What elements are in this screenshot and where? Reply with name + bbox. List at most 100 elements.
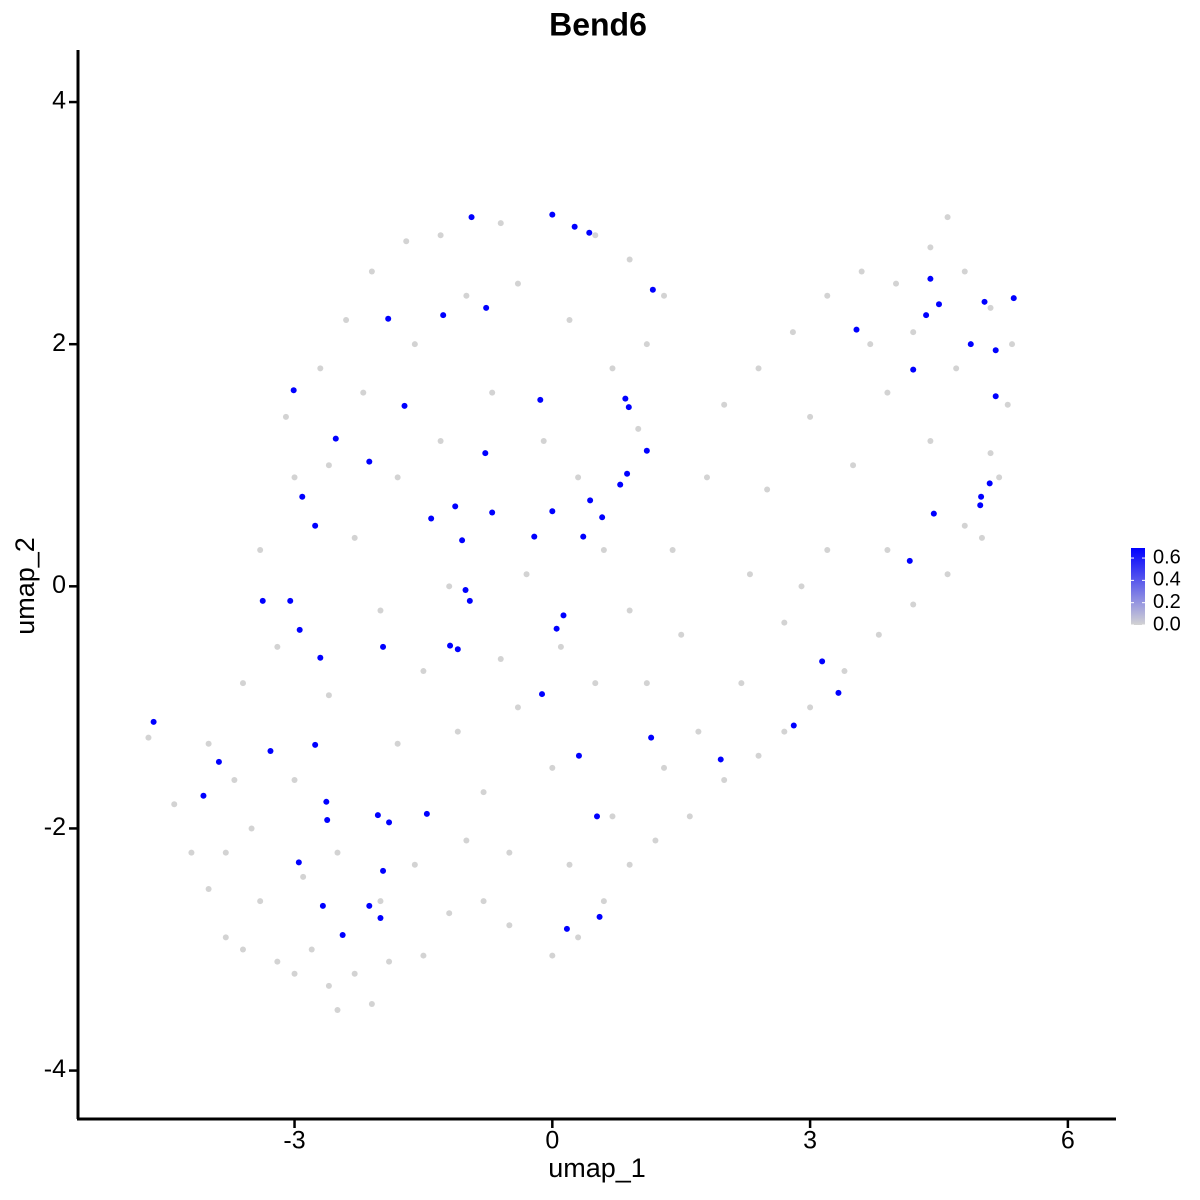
point <box>549 952 556 959</box>
point <box>506 849 513 856</box>
point <box>171 801 178 808</box>
point <box>935 301 942 308</box>
point <box>978 493 985 500</box>
point <box>643 341 650 348</box>
point <box>563 925 570 932</box>
point <box>961 268 968 275</box>
point <box>437 232 444 239</box>
point <box>259 597 266 604</box>
point <box>927 438 934 445</box>
point <box>463 292 470 299</box>
y-axis-title: umap_2 <box>10 537 40 635</box>
point <box>317 654 324 661</box>
point <box>695 728 702 735</box>
point <box>446 910 453 917</box>
point <box>483 304 490 311</box>
point <box>145 734 152 741</box>
point <box>539 691 546 698</box>
point <box>626 607 633 614</box>
point <box>462 586 469 593</box>
point <box>609 365 616 372</box>
point <box>624 470 631 477</box>
point <box>910 329 917 336</box>
point <box>789 329 796 336</box>
point <box>755 365 762 372</box>
point <box>459 537 466 544</box>
point <box>312 522 319 529</box>
point <box>953 365 960 372</box>
point <box>325 982 332 989</box>
point <box>923 312 930 319</box>
point <box>454 646 461 653</box>
point <box>385 315 392 322</box>
point <box>150 718 157 725</box>
point <box>661 292 668 299</box>
point <box>239 946 246 953</box>
point <box>296 626 303 633</box>
point <box>575 474 582 481</box>
point <box>987 304 994 311</box>
point <box>366 458 373 465</box>
point <box>575 752 582 759</box>
point <box>466 597 473 604</box>
point <box>523 571 530 578</box>
point <box>420 952 427 959</box>
point <box>248 825 255 832</box>
point <box>200 792 207 799</box>
point <box>549 764 556 771</box>
point <box>807 413 814 420</box>
point <box>626 861 633 868</box>
y-tick-label: -4 <box>44 1055 66 1083</box>
point <box>440 312 447 319</box>
point <box>884 546 891 553</box>
point <box>334 1007 341 1014</box>
point <box>764 486 771 493</box>
point <box>648 734 655 741</box>
colorbar-tick-label: 0.2 <box>1153 591 1181 613</box>
points <box>145 211 1017 1014</box>
point <box>927 244 934 251</box>
point <box>686 813 693 820</box>
point <box>587 497 594 504</box>
point <box>625 404 632 411</box>
point <box>231 777 238 784</box>
point <box>317 365 324 372</box>
point <box>755 752 762 759</box>
x-tick-label: 3 <box>803 1127 817 1155</box>
point <box>274 643 281 650</box>
point <box>257 898 264 905</box>
point <box>497 655 504 662</box>
point <box>343 316 350 323</box>
colorbar-tick-label: 0.0 <box>1153 613 1181 635</box>
point <box>721 401 728 408</box>
point <box>188 849 195 856</box>
point <box>992 393 999 400</box>
point <box>835 689 842 696</box>
point <box>798 583 805 590</box>
point <box>961 522 968 529</box>
point <box>600 898 607 905</box>
point <box>394 474 401 481</box>
point <box>295 859 302 866</box>
point <box>291 970 298 977</box>
point <box>930 510 937 517</box>
point <box>626 256 633 263</box>
point <box>377 898 384 905</box>
point <box>875 631 882 638</box>
point <box>987 450 994 457</box>
point <box>411 341 418 348</box>
point <box>377 607 384 614</box>
point <box>790 722 797 729</box>
point <box>323 798 330 805</box>
point <box>368 1000 375 1007</box>
point <box>468 214 475 221</box>
x-tick-label: 6 <box>1061 1127 1075 1155</box>
point <box>643 447 650 454</box>
point <box>981 298 988 305</box>
point <box>366 902 373 909</box>
point <box>291 777 298 784</box>
point <box>571 223 578 230</box>
point <box>678 631 685 638</box>
y-tick-label: 0 <box>52 571 66 599</box>
point <box>332 435 339 442</box>
